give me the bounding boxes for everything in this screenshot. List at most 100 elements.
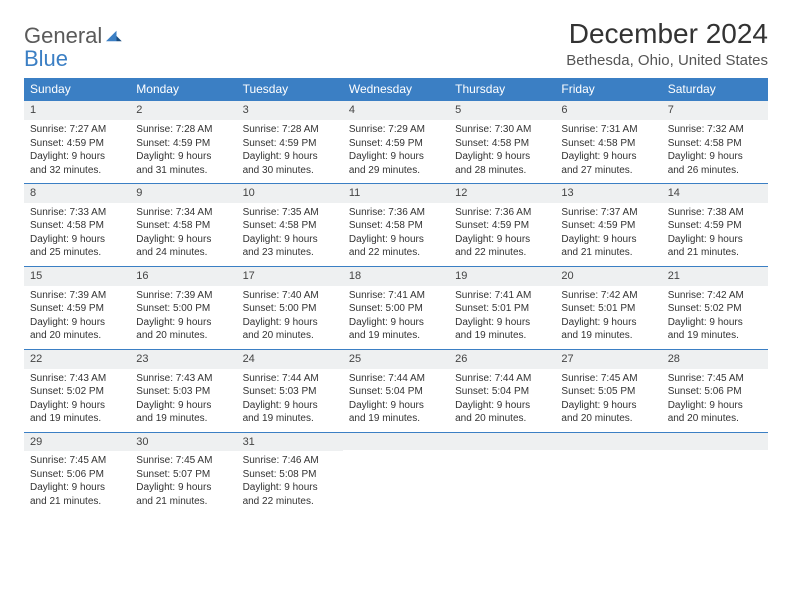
day-line-d2: and 29 minutes. xyxy=(349,164,443,178)
day-number: 7 xyxy=(662,100,768,120)
day-line-sr: Sunrise: 7:45 AM xyxy=(136,454,230,468)
day-details: Sunrise: 7:39 AMSunset: 5:00 PMDaylight:… xyxy=(130,286,236,349)
day-line-d2: and 19 minutes. xyxy=(349,329,443,343)
empty-day-body xyxy=(555,450,661,504)
calendar-cell: 23Sunrise: 7:43 AMSunset: 5:03 PMDayligh… xyxy=(130,349,236,432)
day-line-ss: Sunset: 4:59 PM xyxy=(30,137,124,151)
day-line-sr: Sunrise: 7:35 AM xyxy=(243,206,337,220)
day-line-ss: Sunset: 4:58 PM xyxy=(30,219,124,233)
day-line-d2: and 22 minutes. xyxy=(243,495,337,509)
day-line-d2: and 31 minutes. xyxy=(136,164,230,178)
day-line-d2: and 19 minutes. xyxy=(561,329,655,343)
day-details: Sunrise: 7:40 AMSunset: 5:00 PMDaylight:… xyxy=(237,286,343,349)
day-line-sr: Sunrise: 7:36 AM xyxy=(349,206,443,220)
day-line-ss: Sunset: 5:03 PM xyxy=(243,385,337,399)
empty-day-body xyxy=(662,450,768,504)
day-line-d1: Daylight: 9 hours xyxy=(136,316,230,330)
day-header: Thursday xyxy=(449,78,555,100)
day-line-sr: Sunrise: 7:45 AM xyxy=(30,454,124,468)
day-line-sr: Sunrise: 7:44 AM xyxy=(455,372,549,386)
day-line-d2: and 25 minutes. xyxy=(30,246,124,260)
day-line-ss: Sunset: 4:59 PM xyxy=(349,137,443,151)
day-line-d1: Daylight: 9 hours xyxy=(455,399,549,413)
day-number: 5 xyxy=(449,100,555,120)
day-line-sr: Sunrise: 7:34 AM xyxy=(136,206,230,220)
sail-icon xyxy=(104,24,122,47)
day-line-d1: Daylight: 9 hours xyxy=(136,150,230,164)
day-line-d1: Daylight: 9 hours xyxy=(136,481,230,495)
day-number: 15 xyxy=(24,266,130,286)
day-number: 22 xyxy=(24,349,130,369)
location-subtitle: Bethesda, Ohio, United States xyxy=(566,52,768,69)
day-line-ss: Sunset: 4:59 PM xyxy=(243,137,337,151)
calendar-cell: 1Sunrise: 7:27 AMSunset: 4:59 PMDaylight… xyxy=(24,100,130,183)
calendar-cell: 8Sunrise: 7:33 AMSunset: 4:58 PMDaylight… xyxy=(24,183,130,266)
day-line-ss: Sunset: 5:05 PM xyxy=(561,385,655,399)
calendar-cell: 28Sunrise: 7:45 AMSunset: 5:06 PMDayligh… xyxy=(662,349,768,432)
day-header: Wednesday xyxy=(343,78,449,100)
day-line-d1: Daylight: 9 hours xyxy=(243,233,337,247)
day-line-sr: Sunrise: 7:32 AM xyxy=(668,123,762,137)
day-line-d2: and 19 minutes. xyxy=(243,412,337,426)
day-number: 8 xyxy=(24,183,130,203)
day-details: Sunrise: 7:41 AMSunset: 5:00 PMDaylight:… xyxy=(343,286,449,349)
day-details: Sunrise: 7:44 AMSunset: 5:03 PMDaylight:… xyxy=(237,369,343,432)
day-line-d2: and 22 minutes. xyxy=(349,246,443,260)
day-line-d2: and 32 minutes. xyxy=(30,164,124,178)
day-details: Sunrise: 7:44 AMSunset: 5:04 PMDaylight:… xyxy=(449,369,555,432)
day-number: 27 xyxy=(555,349,661,369)
day-details: Sunrise: 7:44 AMSunset: 5:04 PMDaylight:… xyxy=(343,369,449,432)
calendar-cell: 24Sunrise: 7:44 AMSunset: 5:03 PMDayligh… xyxy=(237,349,343,432)
day-line-sr: Sunrise: 7:27 AM xyxy=(30,123,124,137)
day-line-ss: Sunset: 5:04 PM xyxy=(455,385,549,399)
calendar-cell: 30Sunrise: 7:45 AMSunset: 5:07 PMDayligh… xyxy=(130,432,236,515)
day-line-sr: Sunrise: 7:28 AM xyxy=(243,123,337,137)
day-line-ss: Sunset: 5:06 PM xyxy=(668,385,762,399)
calendar-cell: 25Sunrise: 7:44 AMSunset: 5:04 PMDayligh… xyxy=(343,349,449,432)
day-line-d2: and 19 minutes. xyxy=(349,412,443,426)
day-number: 4 xyxy=(343,100,449,120)
day-number: 19 xyxy=(449,266,555,286)
page-header: GeneralBlue December 2024 Bethesda, Ohio… xyxy=(24,18,768,70)
day-line-sr: Sunrise: 7:31 AM xyxy=(561,123,655,137)
day-line-d2: and 20 minutes. xyxy=(136,329,230,343)
day-details: Sunrise: 7:41 AMSunset: 5:01 PMDaylight:… xyxy=(449,286,555,349)
day-header: Tuesday xyxy=(237,78,343,100)
day-header: Saturday xyxy=(662,78,768,100)
calendar-cell: 12Sunrise: 7:36 AMSunset: 4:59 PMDayligh… xyxy=(449,183,555,266)
day-number: 16 xyxy=(130,266,236,286)
empty-day-header xyxy=(662,432,768,450)
day-line-ss: Sunset: 5:00 PM xyxy=(136,302,230,316)
calendar-cell: 13Sunrise: 7:37 AMSunset: 4:59 PMDayligh… xyxy=(555,183,661,266)
day-details: Sunrise: 7:43 AMSunset: 5:02 PMDaylight:… xyxy=(24,369,130,432)
day-line-d2: and 28 minutes. xyxy=(455,164,549,178)
calendar-week: 1Sunrise: 7:27 AMSunset: 4:59 PMDaylight… xyxy=(24,100,768,183)
calendar-week: 15Sunrise: 7:39 AMSunset: 4:59 PMDayligh… xyxy=(24,266,768,349)
day-header: Monday xyxy=(130,78,236,100)
day-line-d1: Daylight: 9 hours xyxy=(136,233,230,247)
calendar-body: 1Sunrise: 7:27 AMSunset: 4:59 PMDaylight… xyxy=(24,100,768,514)
calendar-cell xyxy=(343,432,449,515)
day-line-d2: and 21 minutes. xyxy=(561,246,655,260)
day-number: 20 xyxy=(555,266,661,286)
day-line-sr: Sunrise: 7:39 AM xyxy=(30,289,124,303)
day-line-d1: Daylight: 9 hours xyxy=(668,399,762,413)
day-details: Sunrise: 7:34 AMSunset: 4:58 PMDaylight:… xyxy=(130,203,236,266)
calendar-cell: 27Sunrise: 7:45 AMSunset: 5:05 PMDayligh… xyxy=(555,349,661,432)
day-line-sr: Sunrise: 7:43 AM xyxy=(30,372,124,386)
day-details: Sunrise: 7:45 AMSunset: 5:07 PMDaylight:… xyxy=(130,451,236,514)
day-line-ss: Sunset: 4:59 PM xyxy=(455,219,549,233)
calendar-cell: 21Sunrise: 7:42 AMSunset: 5:02 PMDayligh… xyxy=(662,266,768,349)
day-details: Sunrise: 7:38 AMSunset: 4:59 PMDaylight:… xyxy=(662,203,768,266)
day-details: Sunrise: 7:32 AMSunset: 4:58 PMDaylight:… xyxy=(662,120,768,183)
calendar-cell: 26Sunrise: 7:44 AMSunset: 5:04 PMDayligh… xyxy=(449,349,555,432)
day-line-sr: Sunrise: 7:36 AM xyxy=(455,206,549,220)
day-number: 23 xyxy=(130,349,236,369)
day-line-d1: Daylight: 9 hours xyxy=(30,481,124,495)
day-line-sr: Sunrise: 7:41 AM xyxy=(349,289,443,303)
calendar-cell: 3Sunrise: 7:28 AMSunset: 4:59 PMDaylight… xyxy=(237,100,343,183)
day-line-d2: and 20 minutes. xyxy=(561,412,655,426)
calendar-cell: 9Sunrise: 7:34 AMSunset: 4:58 PMDaylight… xyxy=(130,183,236,266)
calendar-cell: 20Sunrise: 7:42 AMSunset: 5:01 PMDayligh… xyxy=(555,266,661,349)
empty-day-body xyxy=(449,450,555,504)
